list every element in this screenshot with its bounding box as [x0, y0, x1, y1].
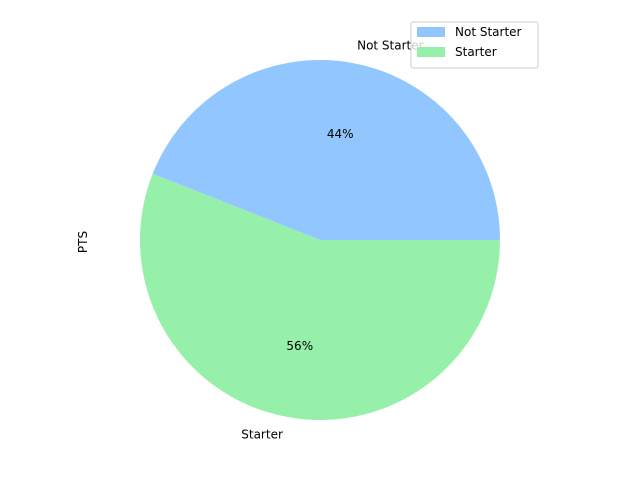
legend-label: Not Starter [455, 25, 522, 39]
slice-percent-label: 44% [327, 127, 354, 141]
pie-labels: Not Starter 44% Starter 56% [241, 39, 423, 442]
slice-label: Not Starter [357, 39, 424, 53]
legend: Not Starter Starter [410, 21, 539, 69]
legend-swatch [417, 47, 445, 57]
pie-slice-not-starter [152, 59, 500, 240]
y-axis-label: PTS [76, 231, 90, 253]
legend-label: Starter [455, 45, 497, 59]
legend-swatch [417, 27, 445, 37]
slice-percent-label: 56% [286, 339, 313, 353]
pie-slices [140, 59, 500, 420]
slice-label: Starter [241, 427, 283, 441]
legend-entries: Not Starter Starter [417, 25, 522, 59]
pie-slice-starter [140, 173, 500, 420]
